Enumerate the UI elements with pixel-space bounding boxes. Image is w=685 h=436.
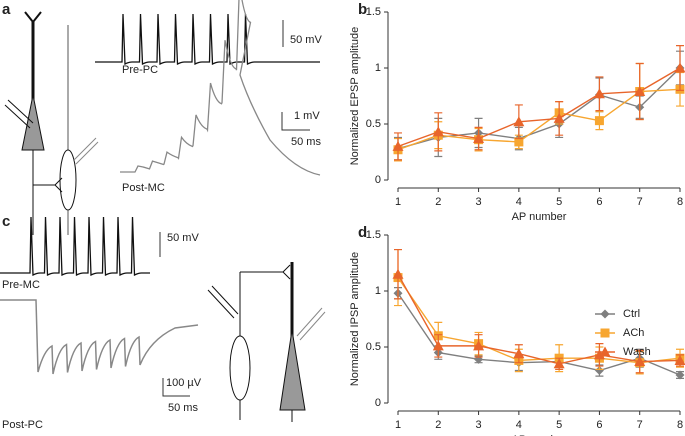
x-tick-label: 8 bbox=[677, 196, 683, 208]
series-line bbox=[397, 67, 681, 148]
x-tick-label: 7 bbox=[637, 419, 643, 431]
scale-label: 50 mV bbox=[167, 232, 199, 244]
y-tick-label: 1.5 bbox=[366, 6, 381, 18]
x-tick-label: 3 bbox=[476, 419, 482, 431]
x-axis-label: AP number bbox=[512, 211, 567, 223]
scale-label: 50 mV bbox=[290, 34, 322, 46]
legend-label: Wash bbox=[623, 346, 651, 358]
x-tick-label: 4 bbox=[516, 419, 522, 431]
trace-label: Post-PC bbox=[2, 419, 43, 431]
marker bbox=[594, 366, 604, 376]
scale-label: 50 ms bbox=[291, 136, 321, 148]
trace-label: Post-MC bbox=[122, 182, 165, 194]
marker bbox=[600, 309, 610, 319]
x-tick-label: 1 bbox=[395, 419, 401, 431]
scale-label: 100 µV bbox=[166, 377, 202, 389]
schematic-c bbox=[207, 262, 326, 422]
series-line bbox=[397, 67, 681, 150]
voltage-trace bbox=[0, 299, 199, 375]
schematic-a bbox=[4, 11, 99, 235]
series-line bbox=[397, 88, 681, 151]
y-axis-label: Normalized EPSP amplitude bbox=[349, 27, 361, 166]
voltage-trace bbox=[0, 216, 150, 277]
marker bbox=[634, 356, 646, 367]
y-tick-label: 0.5 bbox=[366, 118, 381, 130]
x-tick-label: 3 bbox=[476, 196, 482, 208]
x-tick-label: 1 bbox=[395, 196, 401, 208]
series-line bbox=[397, 273, 681, 365]
scale-label: 1 mV bbox=[294, 110, 320, 122]
marker bbox=[553, 112, 565, 123]
panel-label: b bbox=[358, 1, 367, 18]
marker bbox=[513, 348, 525, 359]
y-tick-label: 1 bbox=[375, 285, 381, 297]
marker bbox=[634, 86, 646, 97]
x-tick-label: 8 bbox=[677, 419, 683, 431]
x-tick-label: 4 bbox=[516, 196, 522, 208]
y-tick-label: 0.5 bbox=[366, 341, 381, 353]
marker bbox=[600, 328, 610, 338]
marker bbox=[674, 354, 685, 365]
marker bbox=[473, 340, 485, 351]
y-tick-label: 0 bbox=[375, 397, 381, 409]
marker bbox=[599, 346, 611, 357]
marker bbox=[593, 88, 605, 99]
panel-label: a bbox=[2, 1, 11, 18]
marker bbox=[674, 62, 685, 73]
trace-label: Pre-PC bbox=[122, 64, 158, 76]
x-axis-label: AP number bbox=[512, 434, 567, 436]
panel-label: d bbox=[358, 224, 367, 241]
x-tick-label: 5 bbox=[556, 419, 562, 431]
scale-bar bbox=[162, 378, 190, 397]
x-tick-label: 2 bbox=[435, 419, 441, 431]
marker bbox=[593, 349, 605, 360]
marker bbox=[392, 140, 404, 151]
voltage-trace bbox=[120, 0, 321, 176]
y-axis-label: Normalized IPSP amplitude bbox=[349, 252, 361, 386]
scale-label: 50 ms bbox=[168, 402, 198, 414]
x-tick-label: 7 bbox=[637, 196, 643, 208]
legend-label: Ctrl bbox=[623, 308, 640, 320]
x-tick-label: 6 bbox=[596, 419, 602, 431]
marker bbox=[553, 358, 565, 369]
y-tick-label: 1 bbox=[375, 62, 381, 74]
y-tick-label: 0 bbox=[375, 174, 381, 186]
legend-label: ACh bbox=[623, 327, 644, 339]
trace-label: Pre-MC bbox=[2, 279, 40, 291]
marker bbox=[675, 370, 685, 380]
marker bbox=[432, 126, 444, 137]
x-tick-label: 2 bbox=[435, 196, 441, 208]
marker bbox=[513, 116, 525, 127]
marker bbox=[594, 116, 604, 126]
voltage-trace bbox=[95, 13, 320, 66]
x-tick-label: 6 bbox=[596, 196, 602, 208]
panel-label: c bbox=[2, 213, 10, 230]
marker bbox=[392, 268, 404, 279]
x-tick-label: 5 bbox=[556, 196, 562, 208]
marker bbox=[473, 133, 485, 144]
y-tick-label: 1.5 bbox=[366, 229, 381, 241]
marker bbox=[432, 340, 444, 351]
scale-bar bbox=[281, 112, 310, 131]
marker bbox=[514, 137, 524, 147]
